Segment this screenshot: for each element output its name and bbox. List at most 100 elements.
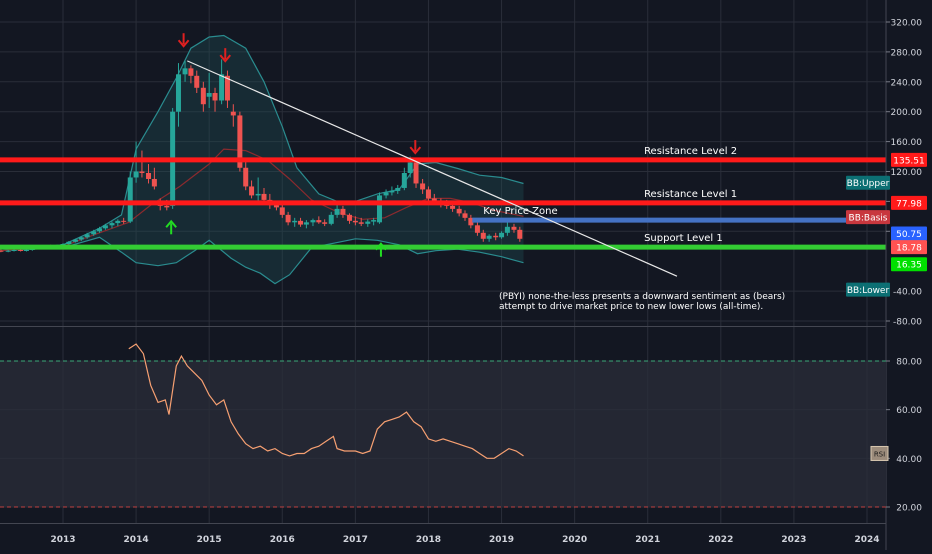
rsi-pane: 80.00 60.00 40.00 20.00 RSI [0,327,922,523]
candle-body [383,192,389,196]
candle-body [182,68,188,75]
arrow-head [375,242,387,251]
candle-body [334,208,340,215]
price-tag-label: BB:Lower [847,286,890,296]
candle-body [194,75,200,88]
candle-body [401,172,407,188]
candle-body [230,111,236,116]
candle-body [97,228,103,232]
candle-body [493,235,499,238]
time-tick-label: 2024 [854,535,879,545]
price-tag: 50.75 [891,226,927,241]
candle-body [219,74,225,101]
price-tag-box [891,240,927,255]
time-tick-label: 2015 [197,535,222,545]
sell-arrow-icon [409,140,422,155]
candle-body [328,214,334,224]
candle-body [102,225,108,229]
candle-body [303,222,309,225]
level-label: Key Price Zone [483,206,557,217]
price-tag-box [846,210,890,225]
buy-arrow-icon [375,242,387,257]
candle-body [212,93,218,101]
time-tick-label: 2019 [489,535,514,545]
candle-body [431,198,437,202]
candle-body [425,189,431,199]
candle-body [413,162,419,184]
candle-body [316,220,322,223]
arrow-head [177,39,190,48]
price-tag: 18.78 [891,240,927,255]
price-tag-box [846,282,890,297]
level-label: Support Level 1 [644,233,723,244]
rsi-badge-label: RSI [874,450,885,458]
price-tag-box [891,226,927,241]
candle-body [407,162,413,173]
candle-body [200,87,206,105]
price-tick-label: -40.00 [893,288,922,298]
time-tick-label: 2016 [270,535,295,545]
candle-body [78,237,84,240]
candle-body [474,225,480,233]
rsi-band-fill [0,361,886,507]
rsi-line [128,343,524,459]
annotation-text: attempt to drive market price to new low… [499,302,763,312]
candle-body [188,68,194,76]
candle-body [480,232,486,239]
time-tick-label: 2022 [708,535,733,545]
price-tag-box [891,257,927,272]
candle-body [322,222,328,224]
candle-body [139,171,145,173]
candle-body [352,220,358,223]
rsi-tick-label: 20.00 [896,504,922,514]
candle-body [121,220,127,222]
candle-body [340,208,346,215]
price-pane: Resistance Level 2 Resistance Level 1 Key … [0,0,886,326]
level-label: Resistance Level 1 [644,189,737,200]
candle-body [206,93,212,97]
candle-body [146,172,152,179]
annotation-text: (PBYI) none-the-less presents a downward… [499,292,785,302]
bb-lower-line [0,236,524,285]
candle-body [255,193,261,196]
candle-body [486,235,492,239]
candle-body [279,207,285,215]
candle-body [249,186,255,196]
price-tag: 16.35 [891,257,927,272]
level-label: Resistance Level 2 [644,146,737,157]
candle-body [298,220,304,225]
time-tick-label: 2023 [781,535,806,545]
candle-body [237,115,243,168]
candle-body [84,234,90,238]
candle-body [450,205,456,209]
time-tick-label: 2014 [124,535,149,545]
rsi-tick-label: 60.00 [896,406,922,416]
candle-body [243,167,249,187]
candle-body [164,205,170,208]
candle-body [109,223,115,226]
time-tick-label: 2017 [343,535,368,545]
price-tag-box [891,152,927,167]
candle-body [389,190,395,193]
time-tick-label: 2020 [562,535,587,545]
trendline [187,60,678,277]
price-tag-label: 18.78 [896,244,922,254]
candle-body [133,171,139,178]
candle-body [511,226,517,230]
price-tag-label: BB:Basis [849,214,888,224]
candle-body [91,231,97,235]
candle-body [462,213,468,218]
candles [0,59,523,253]
candle-body [358,222,364,224]
price-tick-label: 200.00 [891,108,923,118]
price-tag-box [891,195,927,210]
price-tag-label: BB:Upper [847,179,890,189]
price-tag-label: 50.75 [896,230,922,240]
candle-body [468,217,474,226]
time-axis: 2013 2014 2015 2016 2017 2018 2019 2020 2021 2022… [0,523,886,545]
candle-body [261,193,267,200]
candle-body [11,249,17,251]
arrow-head [409,146,422,155]
candle-body [285,214,291,223]
